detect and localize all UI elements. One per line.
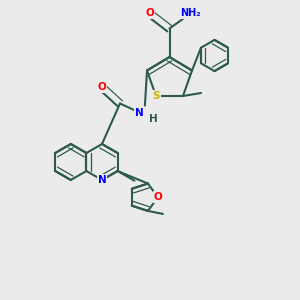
Text: NH₂: NH₂: [180, 8, 201, 19]
Text: O: O: [98, 82, 106, 92]
Text: S: S: [152, 91, 160, 101]
Text: H: H: [148, 113, 158, 124]
Text: N: N: [135, 107, 144, 118]
Text: N: N: [98, 175, 106, 185]
Text: O: O: [146, 8, 154, 19]
Text: O: O: [154, 192, 162, 202]
